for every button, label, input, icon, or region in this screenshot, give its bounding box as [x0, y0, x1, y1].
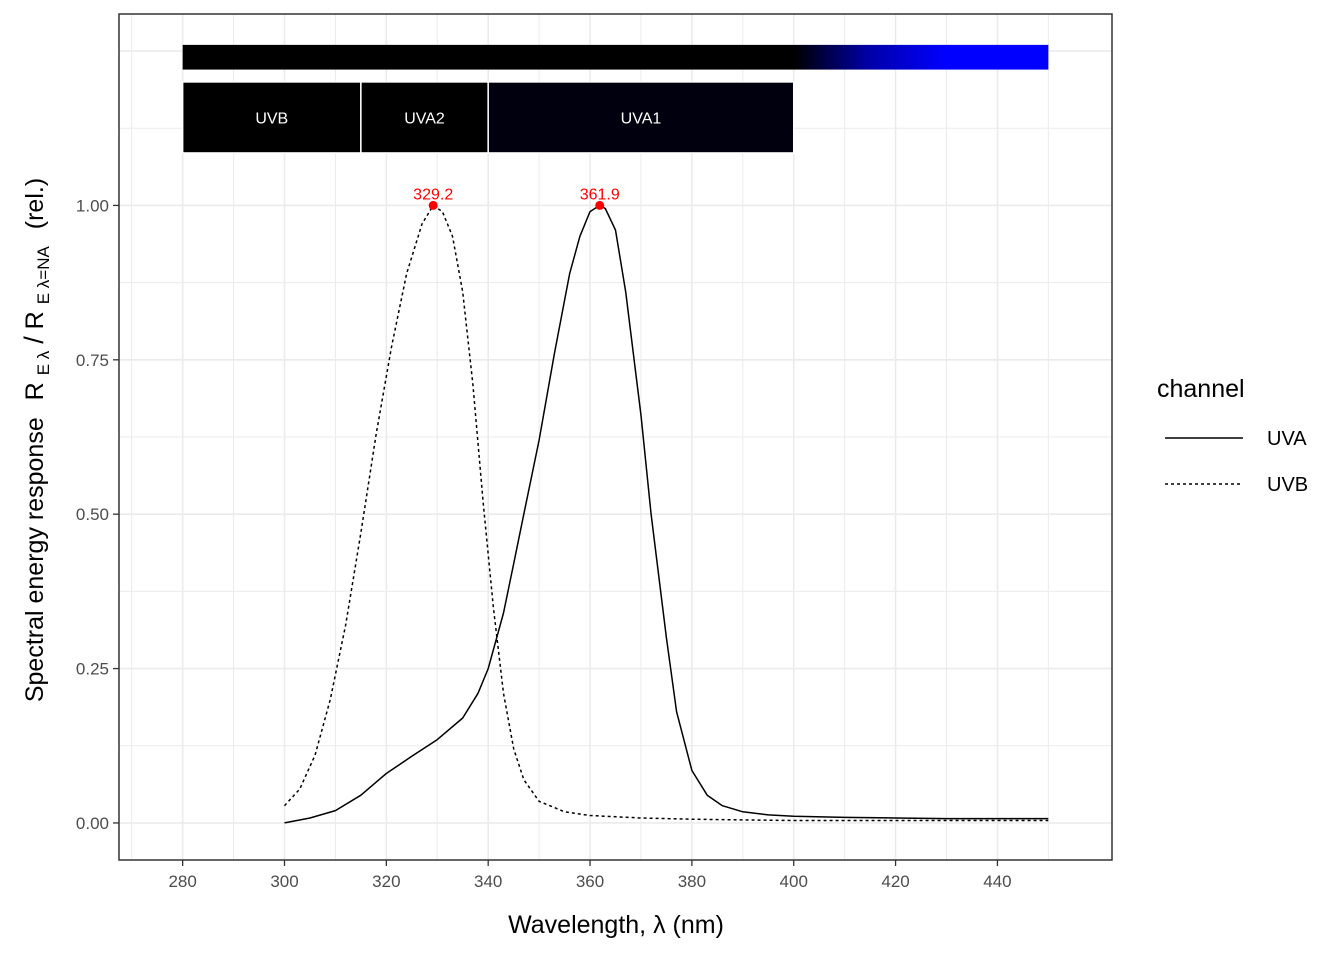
y-tick-label: 0.00: [76, 814, 109, 833]
y-axis-title-numerator-sub: E λ: [34, 350, 53, 375]
x-tick-label: 440: [983, 872, 1011, 891]
plot-border: [118, 13, 1113, 861]
legend-title: channel: [1157, 375, 1245, 403]
plot-panel: [119, 14, 1112, 860]
series-line-uvb: [283, 204, 1049, 822]
x-tick-label: 300: [270, 872, 298, 891]
peak-label: 329.2: [413, 186, 453, 203]
x-tick-label: 340: [474, 872, 502, 891]
y-axis-title-numerator: R: [21, 382, 49, 400]
y-axis-title-slash: /: [19, 336, 49, 344]
y-tick-label: 0.75: [76, 351, 109, 370]
x-tick-label: 400: [780, 872, 808, 891]
waveband-label-uvb: UVB: [255, 110, 288, 127]
y-tick-label: 1.00: [76, 196, 109, 215]
x-axis-title: Wavelength, λ (nm): [508, 911, 724, 939]
y-tick-label: 0.25: [76, 660, 109, 679]
legend-label-uvb: UVB: [1267, 474, 1308, 496]
peak-label: 361.9: [580, 186, 620, 203]
x-tick-label: 420: [881, 872, 909, 891]
peak-point: [595, 200, 605, 210]
x-tick-label: 320: [372, 872, 400, 891]
y-axis-title-suffix: (rel.): [21, 178, 49, 229]
waveband-uvb: [181, 81, 362, 154]
y-axis-title: Spectral energy response R E λ / R E λ=N…: [19, 178, 55, 702]
y-axis-title-denominator-sub: E λ=NA: [34, 246, 53, 305]
waveband-label-uva1: UVA1: [621, 110, 662, 127]
peak-point: [428, 200, 438, 210]
y-axis-title-denominator: R: [21, 311, 49, 329]
spectrum-bar: [182, 44, 1049, 70]
chart-marks: UVB UVA2 UVA1 329.2 361.9: [181, 44, 1049, 824]
x-tick-label: 360: [576, 872, 604, 891]
svg-text:Spectral energy response: Spectral energy response R E λ / R E λ=N…: [19, 178, 55, 702]
legend-label-uva: UVA: [1267, 428, 1307, 450]
waveband-label-uva2: UVA2: [404, 110, 445, 127]
y-tick-label: 0.50: [76, 505, 109, 524]
waveband-uva2: [360, 81, 489, 154]
x-tick-label: 380: [678, 872, 706, 891]
x-tick-label: 280: [168, 872, 196, 891]
chart-axes: 280 300 320 340 360 380 400 420 440 0.00 0.25 0.50 0…: [76, 13, 1113, 891]
waveband-uva1: [487, 81, 795, 154]
y-axis-title-prefix: Spectral energy response: [21, 417, 49, 702]
legend: channel UVA UVB: [1157, 375, 1308, 496]
